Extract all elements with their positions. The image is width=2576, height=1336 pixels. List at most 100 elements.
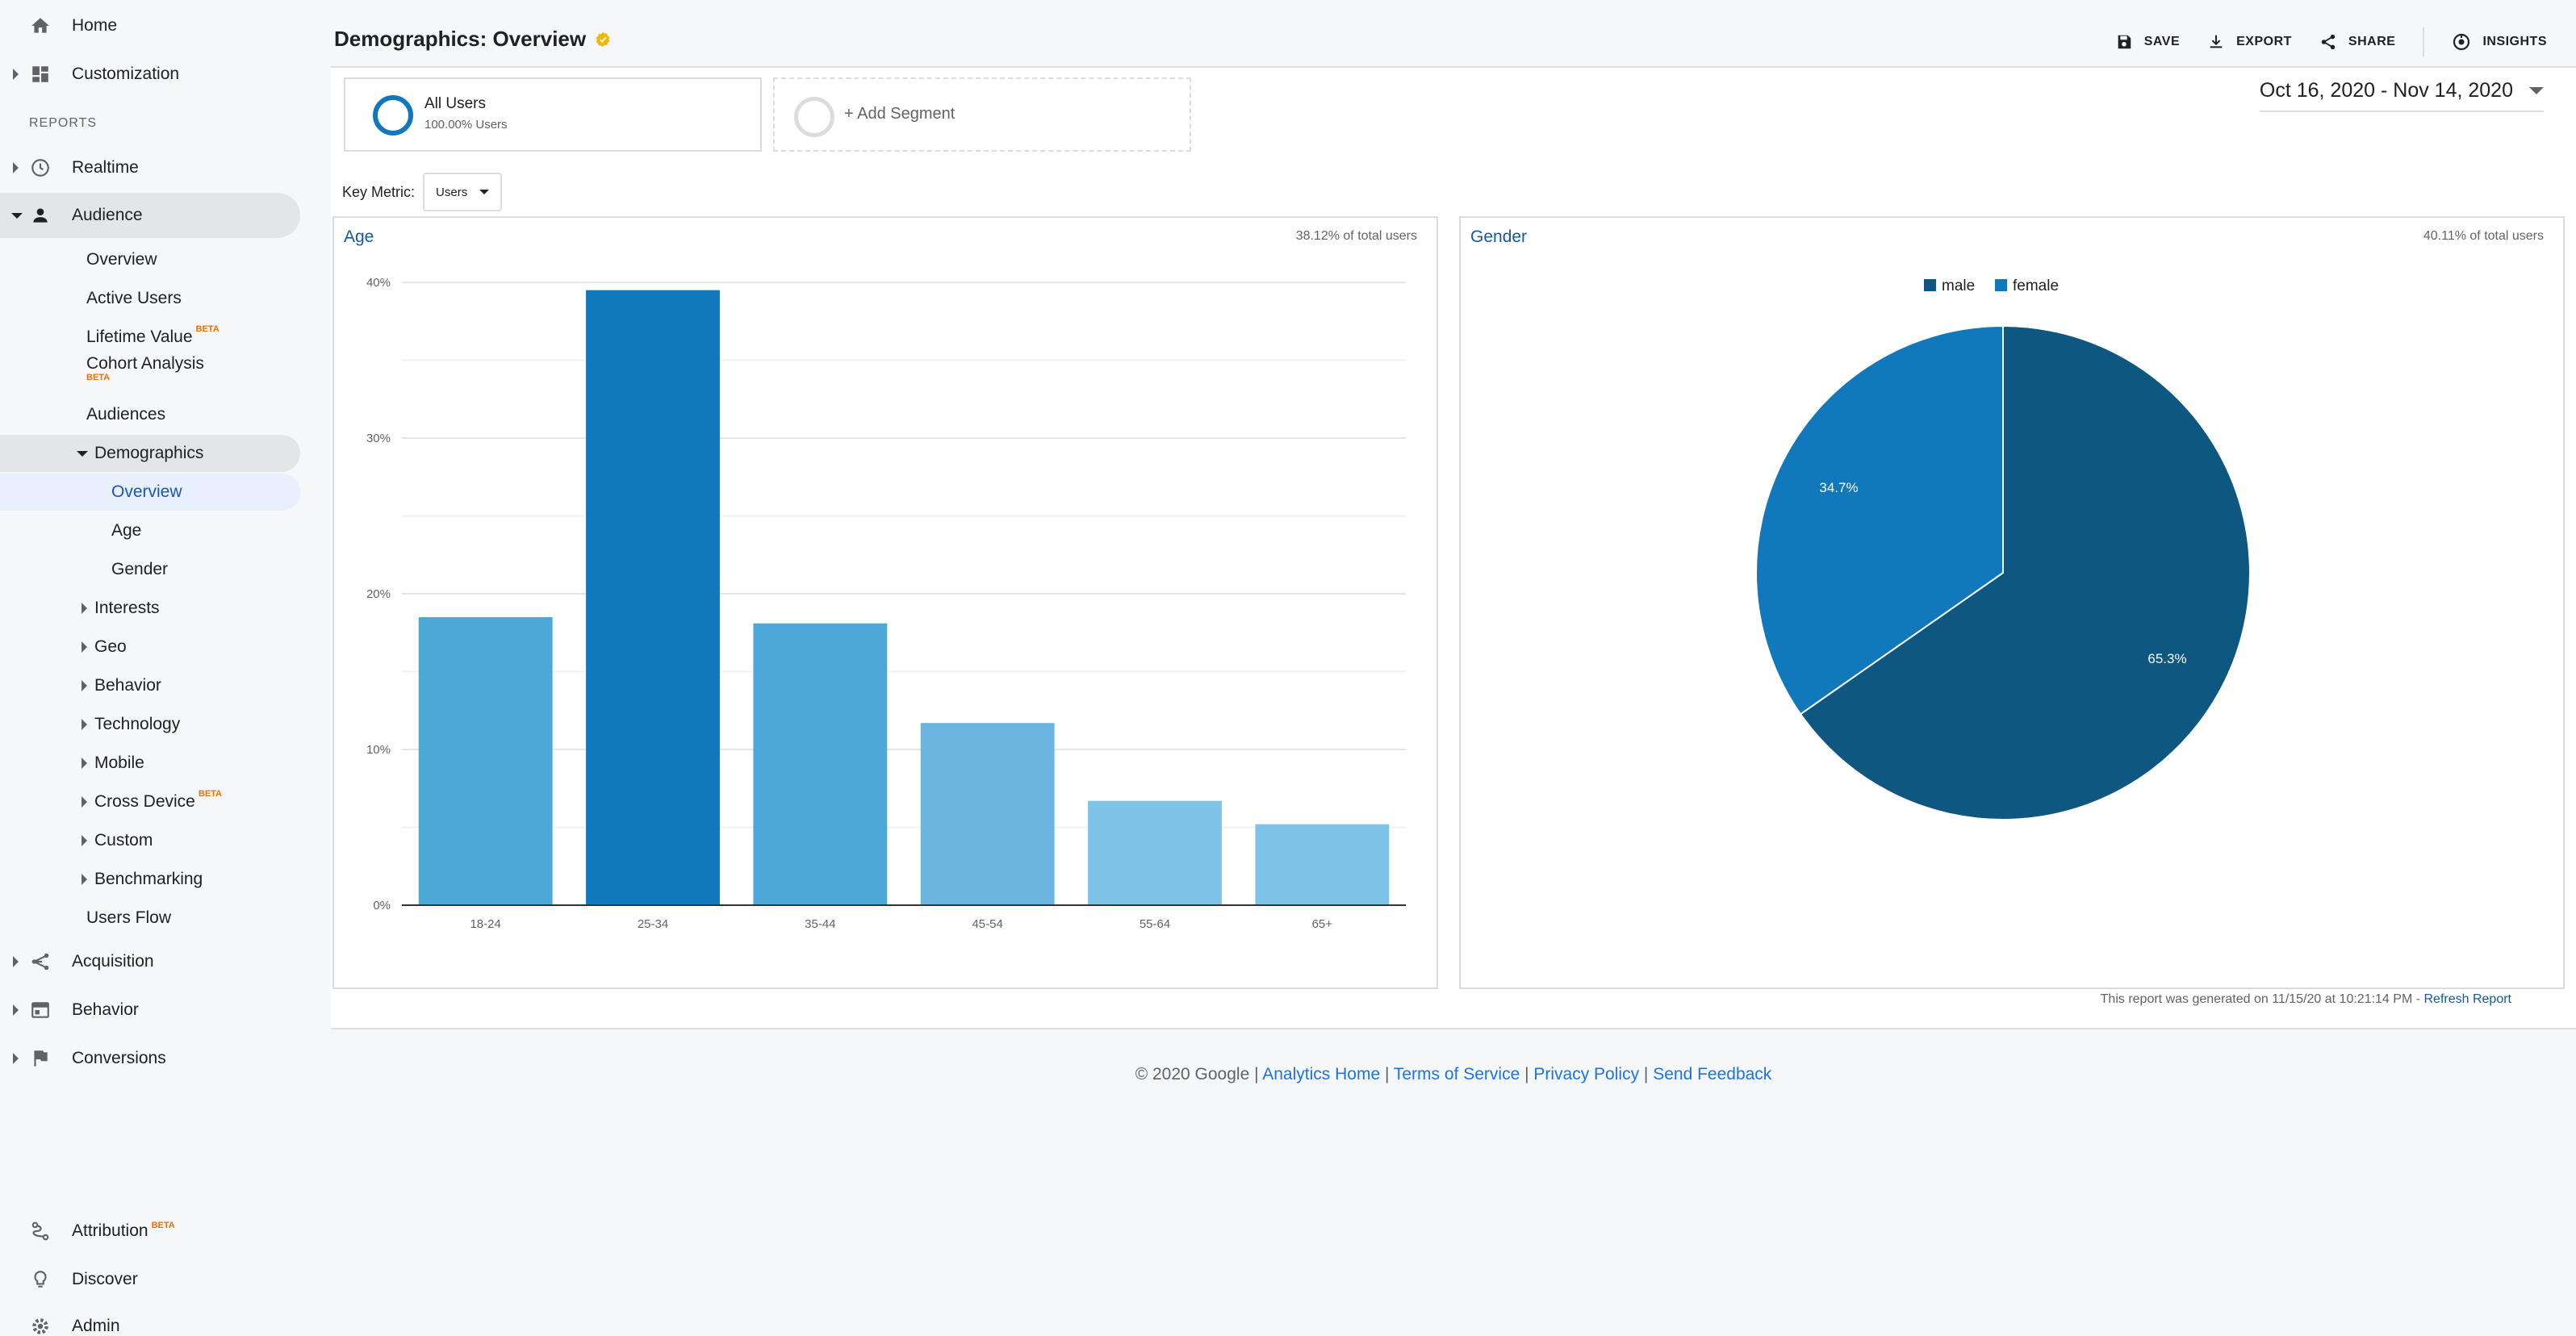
behavior-sub-label: Behavior [94,676,161,695]
main-panel: All Users 100.00% Users + Add Segment Oc… [331,68,2576,1028]
legend-swatch-female [1995,279,2007,291]
share-button[interactable]: SHARE [2319,33,2396,51]
sidebar-item-behavior-sub[interactable]: Behavior [82,668,161,703]
page-title: Demographics: Overview [334,27,612,52]
report-generated-text: This report was generated on 11/15/20 at… [2100,992,2424,1006]
add-segment-button[interactable]: + Add Segment [773,77,1191,152]
nav-admin[interactable]: Admin [0,1304,315,1336]
footer-sep: | [1639,1065,1654,1083]
x-tick-label: 55-64 [1140,917,1170,931]
sidebar-item-custom[interactable]: Custom [82,823,153,858]
sidebar-item-lifetime-value[interactable]: Lifetime Value BETA [86,319,220,355]
beta-badge: BETA [151,1221,175,1230]
overview-highlight [0,474,300,511]
age-bar-chart: 0% 10% 20% 30% 40% 18-24 25-34 35-44 45-54 55-64 6… [366,276,1406,931]
lifetime-value-label: Lifetime Value [86,328,193,346]
save-label: SAVE [2143,35,2181,48]
key-metric-value: Users [436,185,468,199]
nav-customization[interactable]: Customization [0,52,315,97]
chevron-down-icon [11,213,23,219]
nav-acquisition[interactable]: Acquisition [0,939,315,984]
sidebar-item-demo-overview[interactable]: Overview [111,482,182,501]
nav-customization-label: Customization [72,65,180,83]
sidebar-item-interests[interactable]: Interests [82,591,160,626]
segment-all-users[interactable]: All Users 100.00% Users [344,77,762,152]
segment-pct: 100.00% Users [424,118,508,132]
sidebar-item-cohort-analysis[interactable]: Cohort Analysis BETA [86,350,204,386]
key-metric-select[interactable]: Users [423,173,503,211]
sidebar-item-technology[interactable]: Technology [82,707,180,742]
page-title-text: Demographics: Overview [334,27,587,51]
attribution-icon [29,1220,52,1242]
nav-home-label: Home [72,16,118,35]
chevron-right-icon [82,796,87,808]
segment-name: All Users [424,95,487,112]
panel-bottom-divider [331,1028,2576,1029]
chevron-right-icon [82,719,87,730]
feedback-link[interactable]: Send Feedback [1653,1065,1772,1083]
nav-acquisition-label: Acquisition [72,952,154,971]
nav-audience[interactable]: Audience [0,193,300,238]
nav-discover-label: Discover [72,1270,138,1288]
sidebar-item-overview[interactable]: Overview [86,250,157,269]
download-icon [2210,35,2223,48]
sidebar-item-age[interactable]: Age [111,521,142,540]
sidebar-item-active-users[interactable]: Active Users [86,289,182,307]
privacy-link[interactable]: Privacy Policy [1533,1065,1640,1083]
y-tick-label: 40% [366,276,391,290]
dashboard-icon [29,63,52,86]
nav-realtime[interactable]: Realtime [0,145,315,190]
y-tick-label: 20% [366,587,391,601]
sidebar: Home Customization REPORTS Realtime Audi… [0,0,315,1336]
save-button[interactable]: SAVE [2115,33,2180,51]
nav-home[interactable]: Home [0,3,315,48]
sidebar-item-benchmarking[interactable]: Benchmarking [82,862,203,897]
demographics-label: Demographics [94,444,204,462]
chevron-right-icon [82,758,87,769]
legend-label-female: female [2013,278,2059,294]
export-label: EXPORT [2236,35,2292,48]
pie-slice-female [1755,324,2004,716]
x-tick-label: 25-34 [638,917,668,931]
chevron-down-icon [77,450,88,457]
x-tick-label: 35-44 [805,917,835,931]
sidebar-item-audiences[interactable]: Audiences [86,405,166,424]
pie-value-label: 65.3% [2147,651,2186,666]
sidebar-item-cross-device[interactable]: Cross Device BETA [82,784,223,820]
report-generated-note: This report was generated on 11/15/20 at… [2101,992,2511,1007]
sidebar-item-geo[interactable]: Geo [82,629,127,665]
sidebar-item-gender[interactable]: Gender [111,560,169,578]
nav-discover[interactable]: Discover [0,1257,315,1302]
nav-conversions[interactable]: Conversions [0,1036,315,1081]
mobile-label: Mobile [94,754,144,772]
verified-badge-icon [596,31,610,47]
nav-realtime-label: Realtime [72,158,139,177]
key-metric: Key Metric: Users [342,173,503,211]
nav-audience-label: Audience [72,206,143,224]
terms-link[interactable]: Terms of Service [1393,1065,1520,1083]
y-tick-label: 0% [373,899,391,912]
nav-admin-label: Admin [72,1317,120,1335]
share-icon [2321,34,2336,50]
sidebar-item-demographics[interactable]: Demographics [77,436,204,471]
sidebar-item-mobile[interactable]: Mobile [82,745,144,781]
nav-attribution-label: Attribution BETA [72,1221,175,1241]
insights-button[interactable]: INSIGHTS [2452,32,2547,52]
chevron-right-icon [13,956,19,967]
nav-attribution[interactable]: Attribution BETA [0,1209,315,1254]
refresh-report-link[interactable]: Refresh Report [2423,992,2512,1006]
export-button[interactable]: EXPORT [2207,33,2292,51]
nav-behavior[interactable]: Behavior [0,987,315,1033]
sidebar-item-users-flow[interactable]: Users Flow [86,908,172,927]
gender-chart-panel: Gender 40.11% of total users male female 6… [1459,216,2565,989]
y-tick-label: 30% [366,432,391,445]
x-tick-label: 18-24 [470,917,500,931]
caret-down-icon [479,190,490,194]
bar-65+ [1255,824,1390,905]
age-chart-panel: Age 38.12% of total users 0% 10% 20% 30% 40%… [332,216,1438,989]
toolbar-divider [2423,27,2425,56]
bar-55-64 [1088,800,1222,905]
beta-badge: BETA [198,789,223,799]
date-range-picker[interactable]: Oct 16, 2020 - Nov 14, 2020 [2259,79,2545,112]
analytics-home-link[interactable]: Analytics Home [1262,1065,1381,1083]
